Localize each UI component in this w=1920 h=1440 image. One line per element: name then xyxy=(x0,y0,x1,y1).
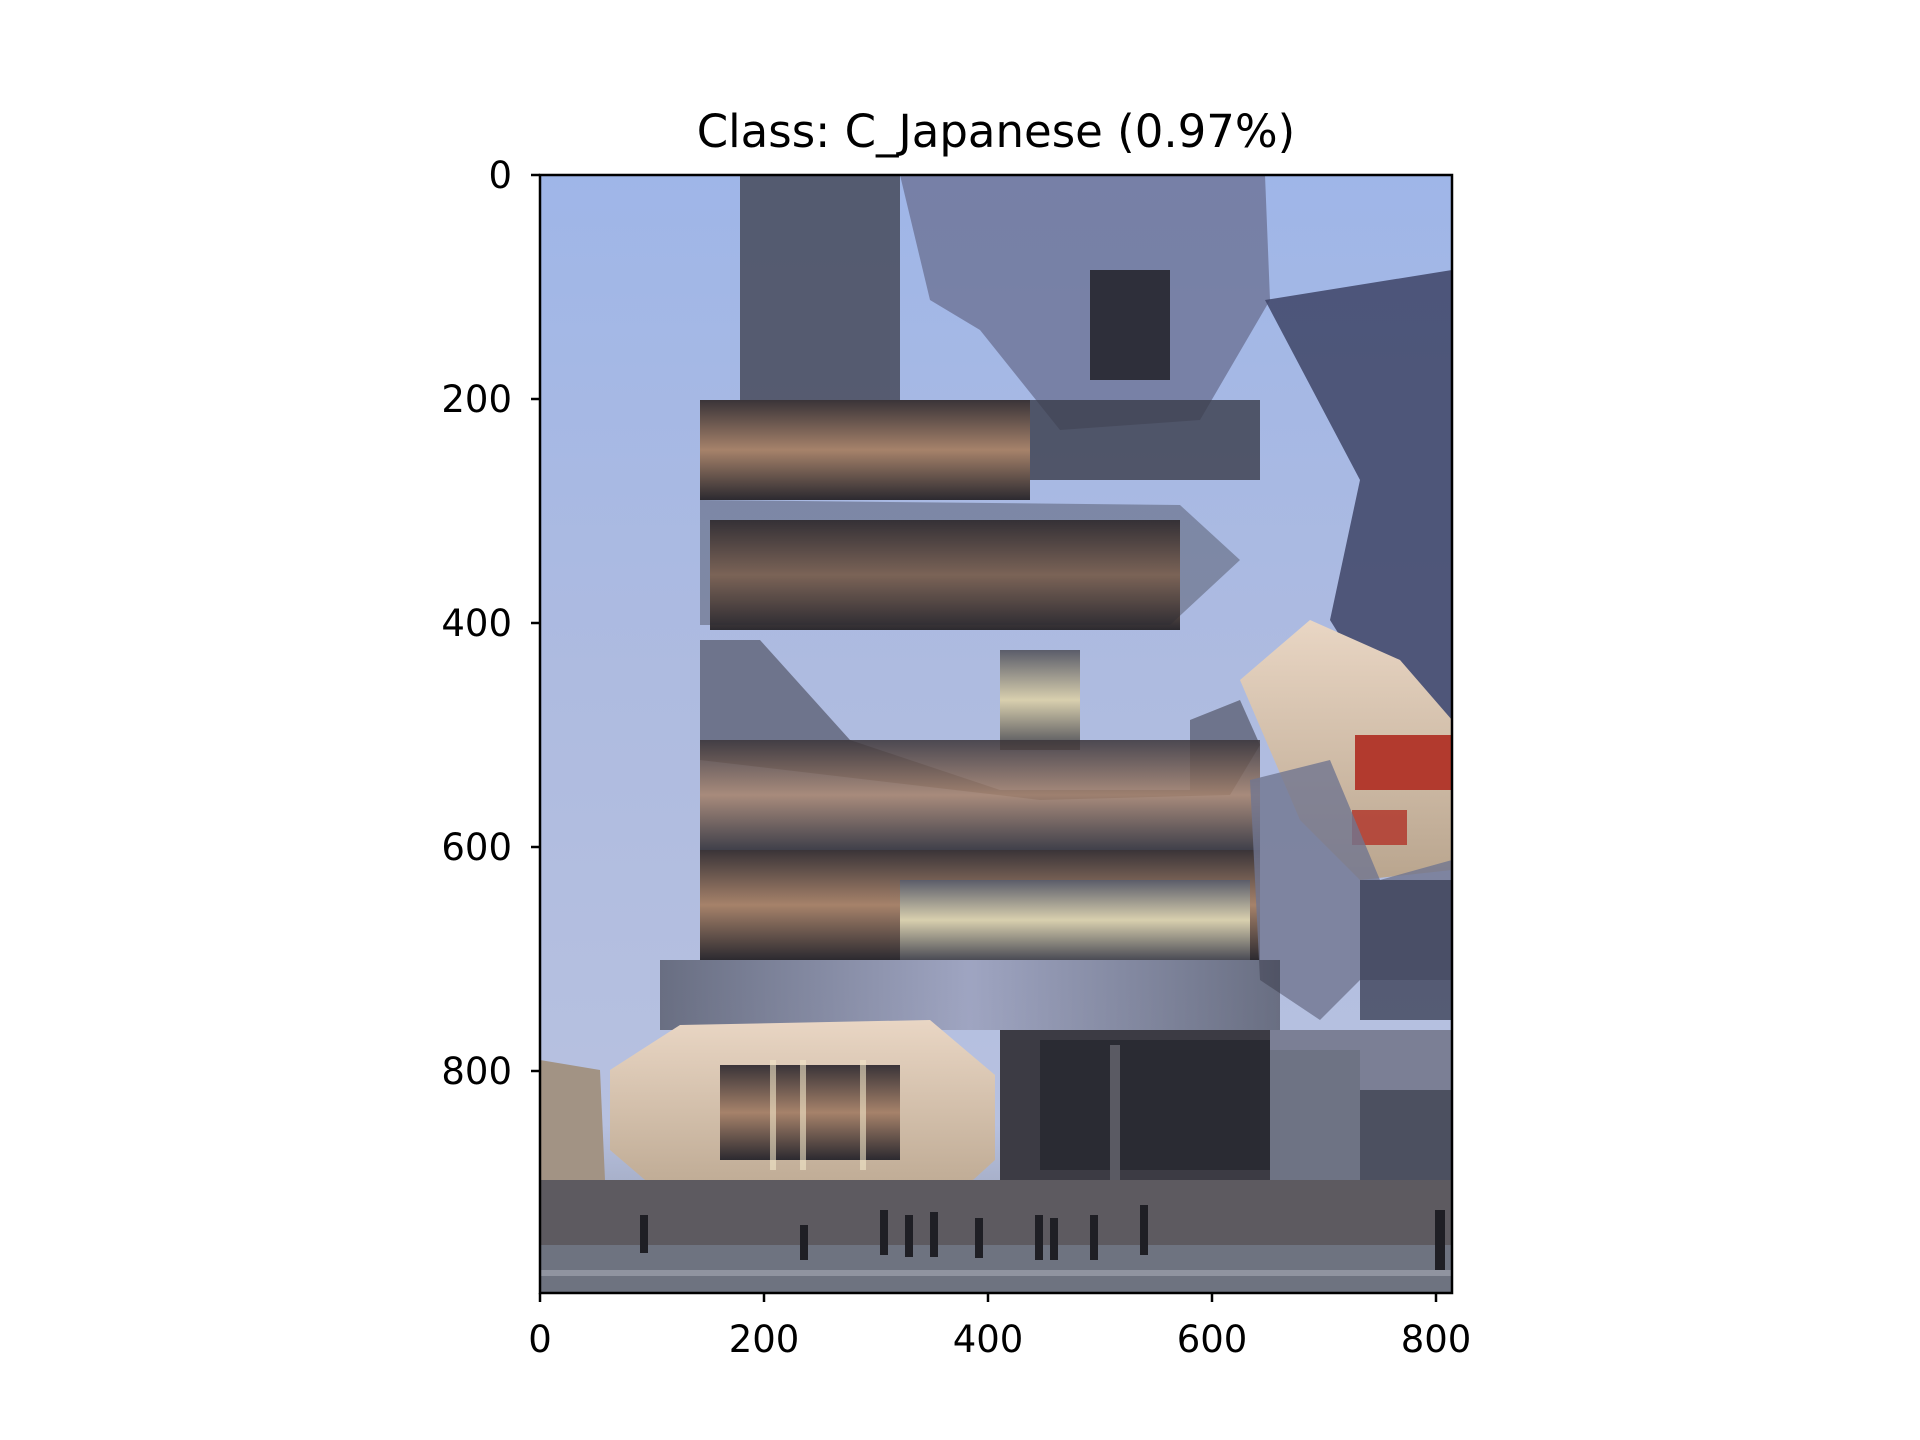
x-axis: 0 200 400 600 800 xyxy=(528,1293,1471,1361)
x-tick-label-400: 400 xyxy=(953,1318,1024,1361)
x-tick-label-0: 0 xyxy=(528,1318,552,1361)
y-tick-label-400: 400 xyxy=(441,602,512,645)
y-tick-label-600: 600 xyxy=(441,826,512,869)
y-axis: 0 200 400 600 800 xyxy=(441,154,540,1093)
x-tick-label-200: 200 xyxy=(729,1318,800,1361)
y-tick-label-0: 0 xyxy=(488,154,512,197)
image-panel xyxy=(540,175,1452,1293)
y-tick-label-200: 200 xyxy=(441,378,512,421)
x-tick-label-600: 600 xyxy=(1177,1318,1248,1361)
x-tick-label-800: 800 xyxy=(1401,1318,1472,1361)
y-tick-label-800: 800 xyxy=(441,1050,512,1093)
chart-title: Class: C_Japanese (0.97%) xyxy=(697,105,1295,158)
plot-frame xyxy=(538,173,1454,1295)
